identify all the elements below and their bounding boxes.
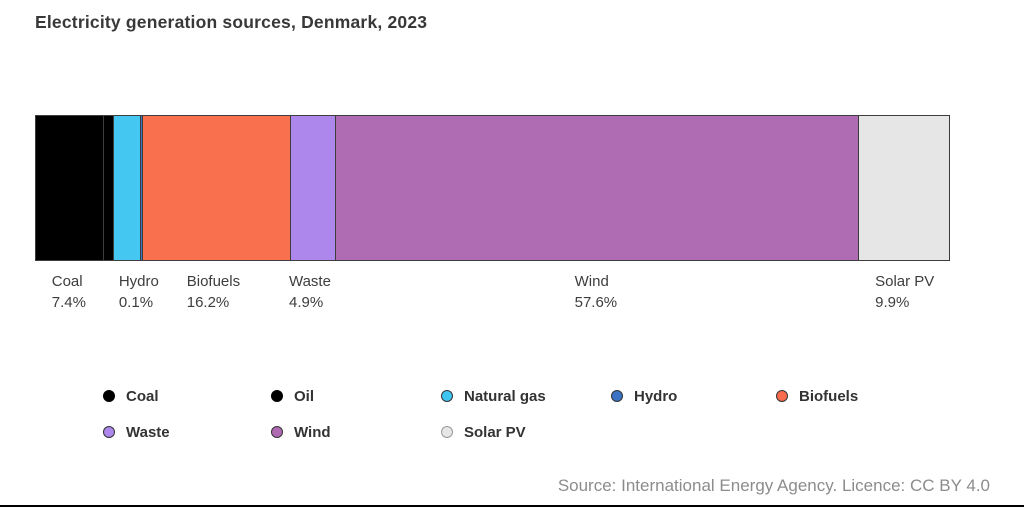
legend-label: Coal [126,387,159,405]
legend-dot-coal-icon [103,390,115,402]
legend-item-oil: Oil [271,385,314,407]
segment-labels: Coal 7.4% Hydro 0.1% Biofuels 16.2% Waste 4.9% W… [35,271,950,323]
legend-dot-solar-pv-icon [441,426,453,438]
bar-segment-biofuels [142,116,291,260]
legend-label: Natural gas [464,387,546,405]
segment-label-waste: Waste 4.9% [289,271,331,313]
legend-label: Oil [294,387,315,405]
source-attribution: Source: International Energy Agency. Lic… [557,476,990,495]
legend-dot-hydro-icon [611,390,623,402]
chart-title: Electricity generation sources, Denmark,… [35,12,428,32]
legend-item-wind: Wind [271,421,331,443]
segment-label-value: 7.4% [51,294,86,311]
legend-label: Waste [126,423,170,441]
legend-item-waste: Waste [103,421,170,443]
segment-label-value: 16.2% [186,294,230,311]
segment-label-solar-pv: Solar PV 9.9% [875,271,934,313]
segment-label-biofuels: Biofuels 16.2% [187,271,240,313]
legend-dot-oil-icon [271,390,283,402]
bar-segment-hydro [140,116,143,260]
segment-label-name: Hydro [118,273,159,290]
legend-dot-natural-gas-icon [441,390,453,402]
bar-segment-coal [36,116,104,260]
bottom-rule [0,505,1024,507]
segment-label-name: Coal [51,273,83,290]
segment-label-name: Waste [288,273,331,290]
legend-item-biofuels: Biofuels [776,385,858,407]
bar-segment-oil [103,116,114,260]
segment-label-value: 9.9% [875,294,910,311]
segment-label-wind: Wind 57.6% [575,271,618,313]
legend-item-coal: Coal [103,385,159,407]
segment-label-name: Solar PV [875,273,935,290]
segment-label-name: Biofuels [186,273,241,290]
legend-label: Solar PV [464,423,526,441]
stacked-bar [35,115,950,261]
legend-label: Wind [294,423,331,441]
legend-label: Biofuels [799,387,859,405]
bar-segment-wind [335,116,859,260]
legend-dot-wind-icon [271,426,283,438]
bar-segment-waste [290,116,336,260]
legend-item-solar-pv: Solar PV [441,421,526,443]
legend-item-natural-gas: Natural gas [441,385,546,407]
segment-label-hydro: Hydro 0.1% [119,271,159,313]
bar-segment-solar-pv [858,116,949,260]
legend-dot-waste-icon [103,426,115,438]
segment-label-value: 57.6% [574,294,618,311]
legend-label: Hydro [634,387,678,405]
legend-dot-biofuels-icon [776,390,788,402]
segment-label-value: 4.9% [288,294,324,311]
bar-segment-natural-gas [113,116,141,260]
segment-label-name: Wind [574,273,609,290]
legend-item-hydro: Hydro [611,385,677,407]
segment-label-coal: Coal 7.4% [52,271,86,313]
segment-label-value: 0.1% [118,294,154,311]
